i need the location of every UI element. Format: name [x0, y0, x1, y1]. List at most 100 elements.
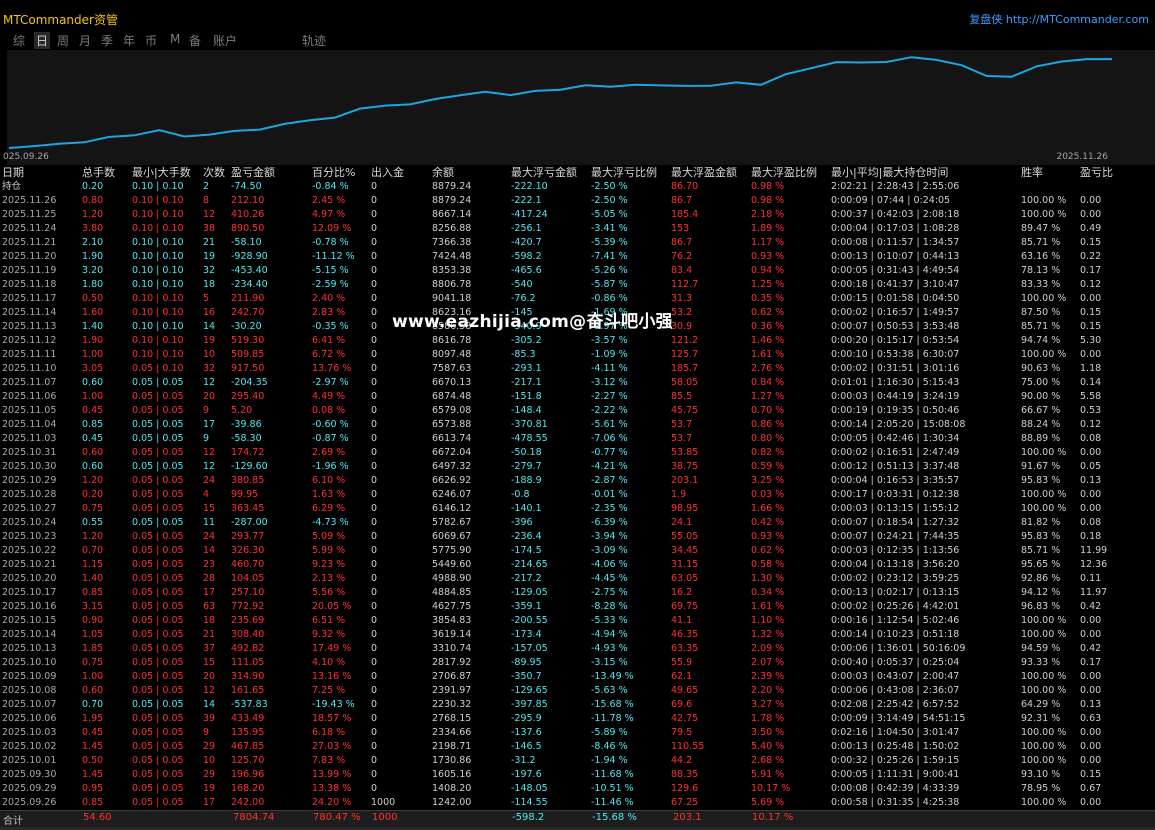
table-row[interactable]: 2025.11.25 1.20 0.10 | 0.10 12 410.26 4.97 % 0… [0, 208, 1155, 222]
cell-10: 79.5 [671, 727, 693, 738]
cell-6: 0 [371, 223, 378, 234]
column-header-6[interactable]: 出入金 [371, 165, 404, 179]
tab-10[interactable]: 轨迹 [302, 34, 327, 48]
table-row[interactable]: 2025.11.14 1.60 0.10 | 0.10 16 242.70 2.83 % 0… [0, 306, 1155, 320]
table-row[interactable]: 2025.10.28 0.20 0.05 | 0.05 4 99.95 1.63 % 0 62… [0, 488, 1155, 502]
table-row[interactable]: 2025.10.13 1.85 0.05 | 0.05 37 492.82 17.49 %… [0, 642, 1155, 656]
table-row[interactable]: 2025.10.15 0.90 0.05 | 0.05 18 235.69 6.51 % 0… [0, 614, 1155, 628]
table-row[interactable]: 2025.11.17 0.50 0.10 | 0.10 5 211.90 2.40 % 0 9… [0, 292, 1155, 306]
tab-8[interactable]: 备 [189, 34, 202, 48]
column-header-4[interactable]: 盈亏金额 [231, 165, 275, 179]
cell-14: 0.67 [1080, 783, 1102, 794]
table-row[interactable]: 2025.10.17 0.85 0.05 | 0.05 17 257.10 5.56 % 0… [0, 586, 1155, 600]
column-header-5[interactable]: 百分比% [312, 165, 356, 179]
cell-13: 100.00 % [1021, 671, 1067, 682]
column-header-3[interactable]: 次数 [203, 165, 225, 179]
table-row[interactable]: 2025.10.22 0.70 0.05 | 0.05 14 326.30 5.99 % 0… [0, 544, 1155, 558]
table-row[interactable]: 2025.11.06 1.00 0.05 | 0.05 20 295.40 4.49 % 0… [0, 390, 1155, 404]
table-row[interactable]: 2025.10.30 0.60 0.05 | 0.05 12 -129.60 -1.96 … [0, 460, 1155, 474]
table-row[interactable]: 2025.10.29 1.20 0.05 | 0.05 24 380.85 6.10 % 0… [0, 474, 1155, 488]
table-row[interactable]: 2025.10.06 1.95 0.05 | 0.05 39 433.49 18.57 %… [0, 712, 1155, 726]
cell-6: 0 [371, 237, 378, 248]
table-row[interactable]: 2025.11.04 0.85 0.05 | 0.05 17 -39.86 -0.60 %… [0, 418, 1155, 432]
cell-4: -39.86 [231, 419, 262, 430]
cell-12: 0:00:20 | 0:15:17 | 0:53:54 [831, 335, 960, 346]
column-header-1[interactable]: 总手数 [82, 165, 115, 179]
table-row[interactable]: 2025.10.03 0.45 0.05 | 0.05 9 135.95 6.18 % 0 2… [0, 726, 1155, 740]
table-row[interactable]: 2025.10.14 1.05 0.05 | 0.05 21 308.40 9.32 % 0… [0, 628, 1155, 642]
column-header-2[interactable]: 最小|大手数 [132, 165, 191, 179]
table-row[interactable]: 2025.10.02 1.45 0.05 | 0.05 29 467.85 27.03 %… [0, 740, 1155, 754]
cell-14: 0.15 [1080, 321, 1102, 332]
cell-3: 5 [203, 293, 210, 304]
table-row[interactable]: 2025.09.29 0.95 0.05 | 0.05 19 168.20 13.38 %… [0, 782, 1155, 796]
table-row[interactable]: 2025.11.18 1.80 0.10 | 0.10 18 -234.40 -2.59 … [0, 278, 1155, 292]
brand-link[interactable]: 复盘侠 http://MTCommander.com [969, 13, 1149, 26]
table-row[interactable]: 2025.11.12 1.90 0.10 | 0.10 19 519.30 6.41 % 0… [0, 334, 1155, 348]
tab-1[interactable]: 日 [34, 32, 51, 49]
table-row[interactable]: 2025.11.24 3.80 0.10 | 0.10 38 890.50 12.09 %… [0, 222, 1155, 236]
column-header-13[interactable]: 胜率 [1021, 165, 1043, 179]
column-header-12[interactable]: 最小|平均|最大持仓时间 [831, 165, 949, 179]
column-header-11[interactable]: 最大浮盈比例 [751, 165, 817, 179]
cell-6: 0 [371, 601, 378, 612]
table-row[interactable]: 2025.10.07 0.70 0.05 | 0.05 14 -537.83 -19.43… [0, 698, 1155, 712]
table-row[interactable]: 2025.11.13 1.40 0.10 | 0.10 14 -30.20 -0.35 %… [0, 320, 1155, 334]
column-header-0[interactable]: 日期 [2, 165, 24, 179]
horizontal-scrollbar[interactable] [0, 827, 1155, 830]
table-body: 持仓 0.20 0.10 | 0.10 2 -74.50 -0.84 % 0 8879.24 -… [0, 180, 1155, 810]
cell-6: 0 [371, 503, 378, 514]
table-row[interactable]: 2025.10.09 1.00 0.05 | 0.05 20 314.90 13.16 %… [0, 670, 1155, 684]
table-row[interactable]: 2025.11.26 0.80 0.10 | 0.10 8 212.10 2.45 % 0 8… [0, 194, 1155, 208]
table-row[interactable]: 2025.10.08 0.60 0.05 | 0.05 12 161.65 7.25 % 0… [0, 684, 1155, 698]
holding-row[interactable]: 持仓 0.20 0.10 | 0.10 2 -74.50 -0.84 % 0 8879.24 -… [0, 180, 1155, 194]
column-header-8[interactable]: 最大浮亏金额 [511, 165, 577, 179]
table-row[interactable]: 2025.11.05 0.45 0.05 | 0.05 9 5.20 0.08 % 0 657… [0, 404, 1155, 418]
cell-13: 90.00 % [1021, 391, 1061, 402]
cell-10: 55.9 [671, 657, 693, 668]
table-row[interactable]: 2025.11.20 1.90 0.10 | 0.10 19 -928.90 -11.12… [0, 250, 1155, 264]
cell-2: 0.05 | 0.05 [132, 489, 184, 500]
cell-2: 0.10 | 0.10 [132, 223, 184, 234]
column-header-14[interactable]: 盈亏比 [1080, 165, 1113, 179]
cell-10: 53.85 [671, 447, 699, 458]
cell-5: 5.09 % [312, 531, 346, 542]
table-row[interactable]: 2025.11.21 2.10 0.10 | 0.10 21 -58.10 -0.78 %… [0, 236, 1155, 250]
cell-13: 66.67 % [1021, 405, 1061, 416]
column-header-7[interactable]: 余额 [432, 165, 454, 179]
tab-2[interactable]: 周 [57, 34, 70, 48]
tab-4[interactable]: 季 [101, 34, 114, 48]
column-header-9[interactable]: 最大浮亏比例 [591, 165, 657, 179]
stats-table-container[interactable]: 日期 总手数 最小|大手数 次数 盈亏金额 百分比% 出入金 余额 最大浮亏金额 最大浮亏比例 最大… [0, 165, 1155, 810]
equity-chart [7, 50, 1155, 165]
cell-0: 2025.10.07 [2, 699, 57, 710]
table-row[interactable]: 2025.10.24 0.55 0.05 | 0.05 11 -287.00 -4.73 … [0, 516, 1155, 530]
table-row[interactable]: 2025.11.07 0.60 0.05 | 0.05 12 -204.35 -2.97 … [0, 376, 1155, 390]
table-row[interactable]: 2025.09.26 0.85 0.05 | 0.05 17 242.00 24.20 %… [0, 796, 1155, 810]
tab-6[interactable]: 币 [145, 34, 158, 48]
table-row[interactable]: 2025.10.23 1.20 0.05 | 0.05 24 293.77 5.09 % 0… [0, 530, 1155, 544]
column-header-10[interactable]: 最大浮盈金额 [671, 165, 737, 179]
table-row[interactable]: 2025.10.27 0.75 0.05 | 0.05 15 363.45 6.29 % 0… [0, 502, 1155, 516]
table-row[interactable]: 2025.11.10 3.05 0.05 | 0.10 32 917.50 13.76 %… [0, 362, 1155, 376]
table-row[interactable]: 2025.10.21 1.15 0.05 | 0.05 23 460.70 9.23 % 0… [0, 558, 1155, 572]
table-row[interactable]: 2025.10.31 0.60 0.05 | 0.05 12 174.72 2.69 % 0… [0, 446, 1155, 460]
table-row[interactable]: 2025.10.20 1.40 0.05 | 0.05 28 104.05 2.13 % 0… [0, 572, 1155, 586]
cell-3: 21 [203, 237, 216, 248]
table-row[interactable]: 2025.10.10 0.75 0.05 | 0.05 15 111.05 4.10 % 0… [0, 656, 1155, 670]
table-row[interactable]: 2025.10.16 3.15 0.05 | 0.05 63 772.92 20.05 %… [0, 600, 1155, 614]
tab-3[interactable]: 月 [79, 34, 92, 48]
table-row[interactable]: 2025.11.19 3.20 0.10 | 0.10 32 -453.40 -5.15 … [0, 264, 1155, 278]
table-row[interactable]: 2025.09.30 1.45 0.05 | 0.05 29 196.96 13.99 %… [0, 768, 1155, 782]
cell-14: 0.00 [1080, 195, 1102, 206]
cell-13: 100.00 % [1021, 741, 1067, 752]
table-row[interactable]: 2025.11.03 0.45 0.05 | 0.05 9 -58.30 -0.87 % 0… [0, 432, 1155, 446]
tab-0[interactable]: 综 [13, 34, 26, 48]
tab-5[interactable]: 年 [123, 34, 136, 48]
cell-9: -2.35 % [591, 503, 628, 514]
cell-11: 2.68 % [751, 755, 785, 766]
table-row[interactable]: 2025.11.11 1.00 0.10 | 0.10 10 509.85 6.72 % 0… [0, 348, 1155, 362]
tab-9[interactable]: 账户 [213, 34, 238, 48]
tab-7[interactable]: M [170, 32, 181, 46]
table-row[interactable]: 2025.10.01 0.50 0.05 | 0.05 10 125.70 7.83 % 0… [0, 754, 1155, 768]
